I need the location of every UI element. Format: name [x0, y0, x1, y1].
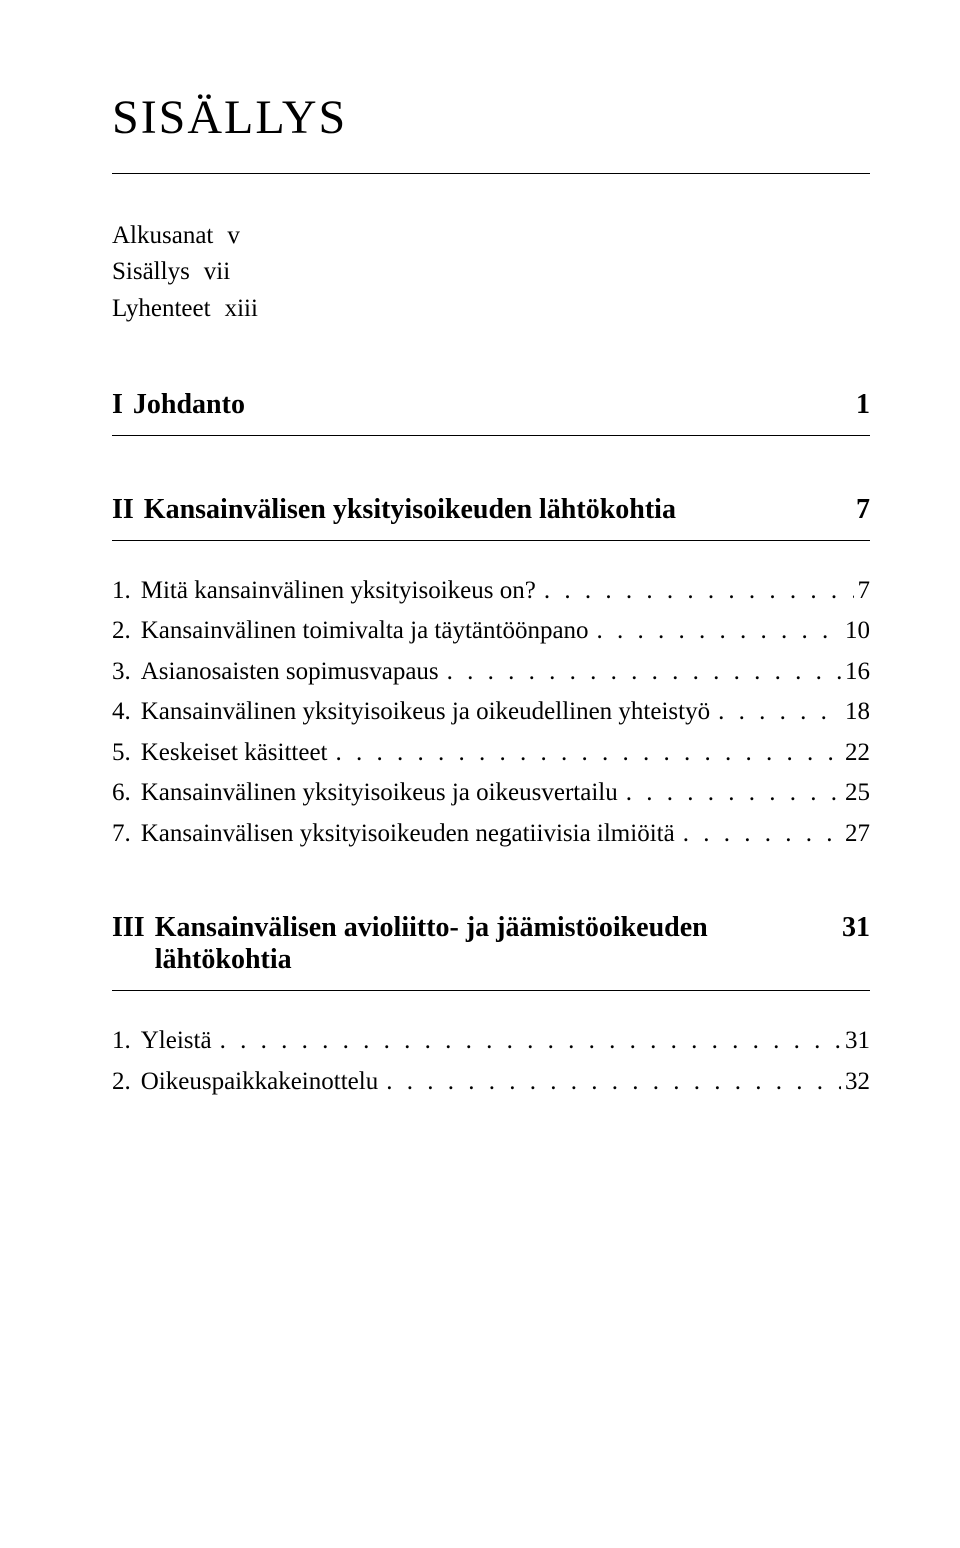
- entry-number: 3.: [112, 652, 131, 693]
- front-matter: Alkusanat v Sisällys vii Lyhenteet xiii: [112, 218, 870, 327]
- title-rule: [112, 173, 870, 174]
- section-page: 1: [856, 389, 870, 421]
- entry-page: 32: [845, 1062, 870, 1103]
- fm-page: xiii: [225, 295, 258, 322]
- leader-dots: [710, 692, 841, 733]
- entry-label: Asianosaisten sopimusvapaus: [141, 652, 439, 693]
- toc-section: I Johdanto 1: [112, 389, 870, 436]
- section-page: 7: [856, 494, 870, 526]
- section-title: Kansainvälisen avioliitto- ja jäämistöoi…: [155, 912, 822, 976]
- toc-entry: 2. Oikeuspaikkakeinottelu 32: [112, 1062, 870, 1103]
- section-heading: I Johdanto 1: [112, 389, 870, 436]
- leader-dots: [378, 1062, 841, 1103]
- leader-dots: [439, 652, 841, 693]
- section-head-wrap: III Kansainvälisen avioliitto- ja jäämis…: [112, 912, 870, 991]
- entry-page: 16: [845, 652, 870, 693]
- toc-entry: 4. Kansainvälinen yksityisoikeus ja oike…: [112, 692, 870, 733]
- fm-label: Lyhenteet: [112, 295, 211, 322]
- leader-dots: [328, 733, 842, 774]
- page-title: SISÄLLYS: [112, 90, 870, 145]
- entry-number: 1.: [112, 1021, 131, 1062]
- section-entries: 1. Mitä kansainvälinen yksityisoikeus on…: [112, 571, 870, 855]
- entry-label: Oikeuspaikkakeinottelu: [141, 1062, 378, 1103]
- entry-label: Kansainvälinen yksityisoikeus ja oikeusv…: [141, 773, 618, 814]
- leader-dots: [212, 1021, 841, 1062]
- entry-label: Mitä kansainvälinen yksityisoikeus on?: [141, 571, 536, 612]
- front-matter-row: Sisällys vii: [112, 254, 870, 290]
- section-number: II: [112, 494, 134, 526]
- entry-number: 2.: [112, 1062, 131, 1103]
- entry-number: 7.: [112, 814, 131, 855]
- toc-entry: 1. Yleistä 31: [112, 1021, 870, 1062]
- toc-entry: 2. Kansainvälinen toimivalta ja täytäntö…: [112, 611, 870, 652]
- section-number: III: [112, 912, 145, 944]
- section-title: Kansainvälisen yksityisoikeuden lähtökoh…: [144, 494, 836, 526]
- toc-page: SISÄLLYS Alkusanat v Sisällys vii Lyhentee…: [0, 0, 960, 1548]
- toc-entry: 7. Kansainvälisen yksityisoikeuden negat…: [112, 814, 870, 855]
- fm-page: v: [227, 222, 240, 249]
- entry-number: 2.: [112, 611, 131, 652]
- entry-label: Kansainvälinen yksityisoikeus ja oikeude…: [141, 692, 710, 733]
- entry-label: Kansainvälisen yksityisoikeuden negatiiv…: [141, 814, 675, 855]
- section-heading: II Kansainvälisen yksityisoikeuden lähtö…: [112, 494, 870, 541]
- entry-page: 31: [845, 1021, 870, 1062]
- entry-number: 4.: [112, 692, 131, 733]
- entry-page: 7: [858, 571, 871, 612]
- entry-number: 1.: [112, 571, 131, 612]
- fm-label: Sisällys: [112, 258, 190, 285]
- toc-entry: 5. Keskeiset käsitteet 22: [112, 733, 870, 774]
- entry-page: 22: [845, 733, 870, 774]
- entry-number: 6.: [112, 773, 131, 814]
- leader-dots: [675, 814, 841, 855]
- entry-label: Keskeiset käsitteet: [141, 733, 328, 774]
- toc-entry: 6. Kansainvälinen yksityisoikeus ja oike…: [112, 773, 870, 814]
- fm-page: vii: [204, 258, 230, 285]
- leader-dots: [589, 611, 841, 652]
- entry-number: 5.: [112, 733, 131, 774]
- front-matter-row: Lyhenteet xiii: [112, 291, 870, 327]
- section-title: Johdanto: [133, 389, 836, 421]
- section-entries: 1. Yleistä 31 2. Oikeuspaikkakeinottelu …: [112, 1021, 870, 1102]
- entry-label: Yleistä: [141, 1021, 212, 1062]
- section-number: I: [112, 389, 123, 421]
- section-page: 31: [842, 912, 870, 944]
- toc-entry: 3. Asianosaisten sopimusvapaus 16: [112, 652, 870, 693]
- toc-section: III Kansainvälisen avioliitto- ja jäämis…: [112, 912, 870, 1102]
- fm-label: Alkusanat: [112, 222, 213, 249]
- section-head-wrap: I Johdanto 1: [112, 389, 870, 436]
- section-head-wrap: II Kansainvälisen yksityisoikeuden lähtö…: [112, 494, 870, 541]
- entry-page: 25: [845, 773, 870, 814]
- section-heading: III Kansainvälisen avioliitto- ja jäämis…: [112, 912, 870, 991]
- entry-page: 27: [845, 814, 870, 855]
- entry-page: 18: [845, 692, 870, 733]
- toc-section: II Kansainvälisen yksityisoikeuden lähtö…: [112, 494, 870, 855]
- front-matter-row: Alkusanat v: [112, 218, 870, 254]
- toc-entry: 1. Mitä kansainvälinen yksityisoikeus on…: [112, 571, 870, 612]
- leader-dots: [618, 773, 841, 814]
- entry-label: Kansainvälinen toimivalta ja täytäntöönp…: [141, 611, 589, 652]
- entry-page: 10: [845, 611, 870, 652]
- leader-dots: [536, 571, 854, 612]
